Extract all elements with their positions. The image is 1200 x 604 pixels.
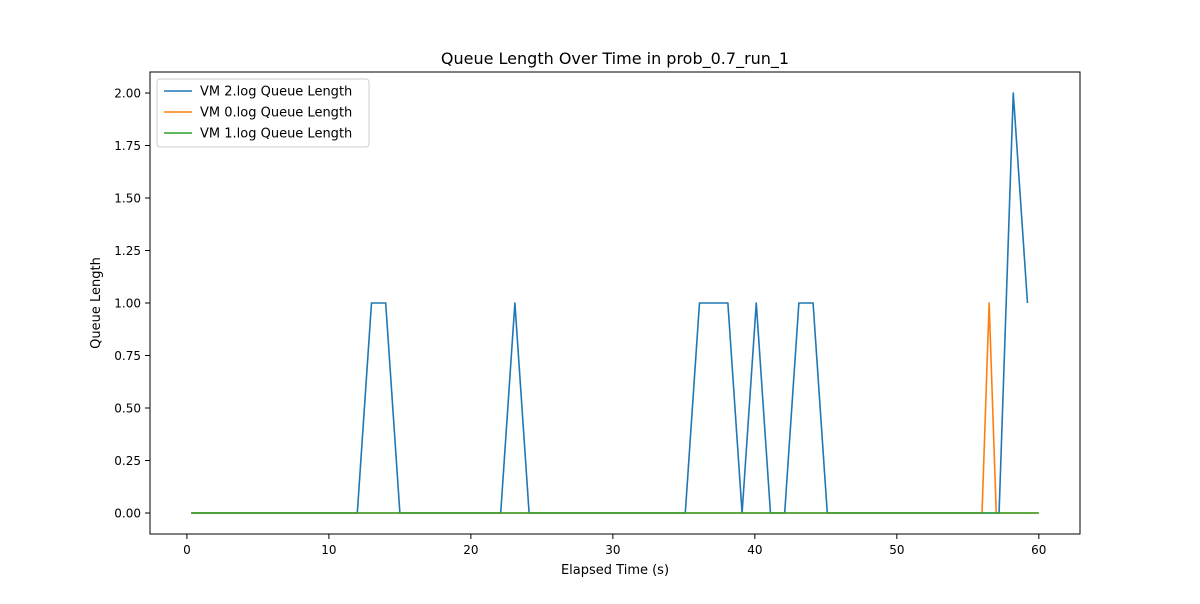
y-tick-label: 1.25 <box>114 244 141 258</box>
y-tick-label: 0.50 <box>114 402 141 416</box>
x-tick-label: 20 <box>463 543 478 557</box>
chart-title: Queue Length Over Time in prob_0.7_run_1 <box>441 49 789 69</box>
legend-label-0: VM 2.log Queue Length <box>200 85 352 100</box>
y-tick-label: 2.00 <box>114 87 141 101</box>
plot-area-frame <box>149 71 1081 535</box>
x-tick-label: 40 <box>747 543 762 557</box>
y-axis-label: Queue Length <box>89 257 104 349</box>
x-tick-label: 60 <box>1031 543 1046 557</box>
y-tick-label: 1.50 <box>114 192 141 206</box>
y-tick-label: 0.00 <box>114 507 141 521</box>
x-tick-label: 30 <box>605 543 620 557</box>
x-axis-label: Elapsed Time (s) <box>561 563 669 578</box>
y-tick-label: 1.75 <box>114 139 141 153</box>
legend: VM 2.log Queue Length VM 0.log Queue Leng… <box>156 78 370 148</box>
y-axis-ticks: 0.00 0.25 0.50 0.75 1.00 1.25 1.50 1.75 2.00 <box>114 87 150 521</box>
y-tick-label: 1.00 <box>114 297 141 311</box>
x-tick-label: 0 <box>183 543 191 557</box>
x-tick-label: 10 <box>321 543 336 557</box>
legend-box <box>156 78 370 148</box>
y-tick-label: 0.75 <box>114 349 141 363</box>
legend-label-2: VM 1.log Queue Length <box>200 127 352 142</box>
x-axis-ticks: 0 10 20 30 40 50 60 <box>183 534 1046 557</box>
x-tick-label: 50 <box>889 543 904 557</box>
series-lines <box>191 92 1039 514</box>
series-line-0 <box>191 92 1029 514</box>
y-tick-label: 0.25 <box>114 454 141 468</box>
legend-label-1: VM 0.log Queue Length <box>200 106 352 121</box>
